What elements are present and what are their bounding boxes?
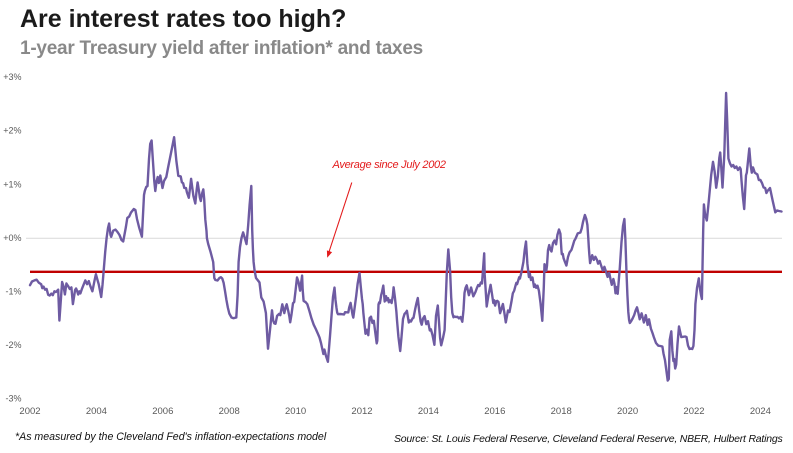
svg-text:+3%: +3% xyxy=(3,72,21,82)
svg-text:2010: 2010 xyxy=(285,406,306,417)
svg-text:2008: 2008 xyxy=(219,406,240,417)
svg-text:2002: 2002 xyxy=(19,406,40,417)
svg-text:-3%: -3% xyxy=(5,394,21,404)
svg-text:2018: 2018 xyxy=(551,406,572,417)
svg-text:+0%: +0% xyxy=(3,233,21,243)
svg-text:2012: 2012 xyxy=(351,406,372,417)
svg-text:2022: 2022 xyxy=(683,406,704,417)
svg-text:2006: 2006 xyxy=(152,406,173,417)
svg-text:Average since July 2002: Average since July 2002 xyxy=(332,159,446,171)
svg-text:2014: 2014 xyxy=(418,406,439,417)
svg-text:2016: 2016 xyxy=(484,406,505,417)
svg-text:-2%: -2% xyxy=(5,340,21,350)
svg-text:+1%: +1% xyxy=(3,179,21,189)
svg-text:-1%: -1% xyxy=(5,286,21,296)
svg-text:2024: 2024 xyxy=(750,406,771,417)
svg-text:+2%: +2% xyxy=(3,126,21,136)
svg-text:2004: 2004 xyxy=(86,406,107,417)
svg-text:2020: 2020 xyxy=(617,406,638,417)
